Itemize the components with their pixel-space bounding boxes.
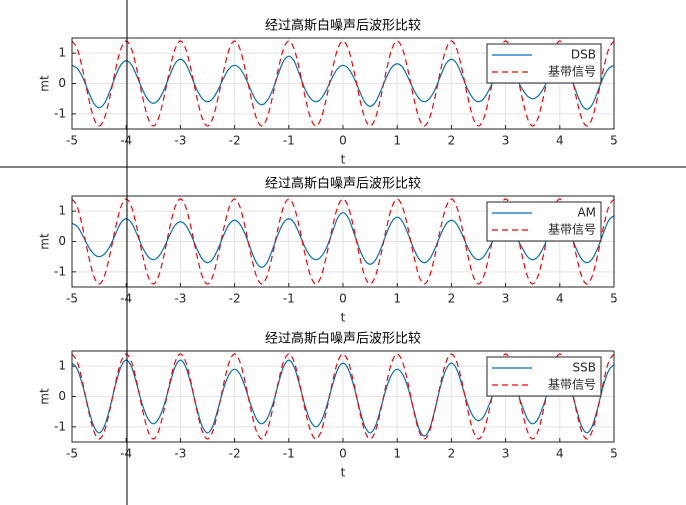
x-tick-label: 4: [556, 447, 564, 461]
subplot: -5 -4 -3 -2 -1 0 1 2 3 4 5 -1 0 1 经过高斯白噪声后波形比较 t mt DSB 基带…: [38, 18, 618, 167]
x-tick-label: 2: [448, 134, 456, 148]
x-tick-label: 1: [393, 292, 401, 306]
x-tick-label: -2: [229, 134, 241, 148]
y-axis-label: mt: [38, 233, 52, 250]
y-tick-label: -1: [54, 106, 66, 120]
legend-label: AM: [577, 206, 596, 220]
x-tick-label: 1: [393, 134, 401, 148]
y-tick-label: -1: [54, 264, 66, 278]
x-tick-label: -1: [283, 134, 295, 148]
y-tick-label: -1: [54, 419, 66, 433]
x-tick-label: -1: [283, 292, 295, 306]
x-tick-label: 5: [610, 134, 618, 148]
x-axis-label: t: [341, 311, 346, 325]
chart-title: 经过高斯白噪声后波形比较: [265, 18, 421, 34]
axes-box: [71, 195, 615, 288]
y-tick-label: 1: [58, 46, 66, 60]
x-tick-label: -3: [174, 134, 186, 148]
x-tick-label: 3: [502, 134, 510, 148]
plots: -5 -4 -3 -2 -1 0 1 2 3 4 5 -1 0 1 经过高斯白噪声后波形比较 t mt DSB 基带…: [38, 18, 618, 480]
x-tick-label: 0: [339, 447, 347, 461]
legend-label: 基带信号: [548, 223, 596, 237]
x-tick-label: -4: [120, 134, 132, 148]
x-tick-label: 0: [339, 292, 347, 306]
x-axis-label: t: [341, 153, 346, 167]
x-axis-label: t: [341, 466, 346, 480]
x-tick-label: 4: [556, 292, 564, 306]
x-tick-label: -3: [174, 292, 186, 306]
x-tick-label: 5: [610, 447, 618, 461]
legend-box: [486, 201, 602, 242]
x-tick-label: -1: [283, 447, 295, 461]
x-tick-label: 4: [556, 134, 564, 148]
legend-label: DSB: [571, 48, 596, 62]
chart-title: 经过高斯白噪声后波形比较: [265, 176, 421, 192]
y-axis-label: mt: [38, 75, 52, 92]
y-tick-label: 0: [58, 76, 66, 90]
series-line: [71, 359, 615, 437]
x-tick-label: 3: [502, 447, 510, 461]
legend-box: [486, 356, 602, 397]
subplot: -5 -4 -3 -2 -1 0 1 2 3 4 5 -1 0 1 经过高斯白噪声后波形比较 t mt AM 基带信…: [38, 176, 618, 325]
legend: SSB 基带信号: [486, 356, 602, 397]
x-tick-label: 1: [393, 447, 401, 461]
x-tick-label: -2: [229, 292, 241, 306]
y-tick-label: 0: [58, 389, 66, 403]
y-tick-label: 1: [58, 359, 66, 373]
subplot: -5 -4 -3 -2 -1 0 1 2 3 4 5 -1 0 1 经过高斯白噪声后波形比较 t mt SSB 基带…: [38, 331, 618, 480]
y-tick-label: 1: [58, 204, 66, 218]
y-axis-label: mt: [38, 388, 52, 405]
legend: AM 基带信号: [486, 201, 602, 242]
x-tick-label: -5: [66, 134, 78, 148]
x-tick-label: 5: [610, 292, 618, 306]
series-line: [71, 212, 615, 268]
series-line: [71, 55, 615, 110]
legend: DSB 基带信号: [486, 43, 602, 84]
legend-label: SSB: [573, 361, 596, 375]
axes-box: [71, 37, 615, 130]
x-tick-label: -4: [120, 292, 132, 306]
chart-title: 经过高斯白噪声后波形比较: [265, 331, 421, 347]
x-tick-label: 2: [448, 447, 456, 461]
x-tick-label: -3: [174, 447, 186, 461]
x-tick-label: 3: [502, 292, 510, 306]
x-tick-label: -5: [66, 292, 78, 306]
axes-box: [71, 350, 615, 443]
legend-box: [486, 43, 602, 84]
legend-label: 基带信号: [548, 65, 596, 79]
x-tick-label: -4: [120, 447, 132, 461]
legend-label: 基带信号: [548, 378, 596, 392]
x-tick-label: 0: [339, 134, 347, 148]
x-tick-label: -5: [66, 447, 78, 461]
x-tick-label: -2: [229, 447, 241, 461]
y-tick-label: 0: [58, 234, 66, 248]
x-tick-label: 2: [448, 292, 456, 306]
